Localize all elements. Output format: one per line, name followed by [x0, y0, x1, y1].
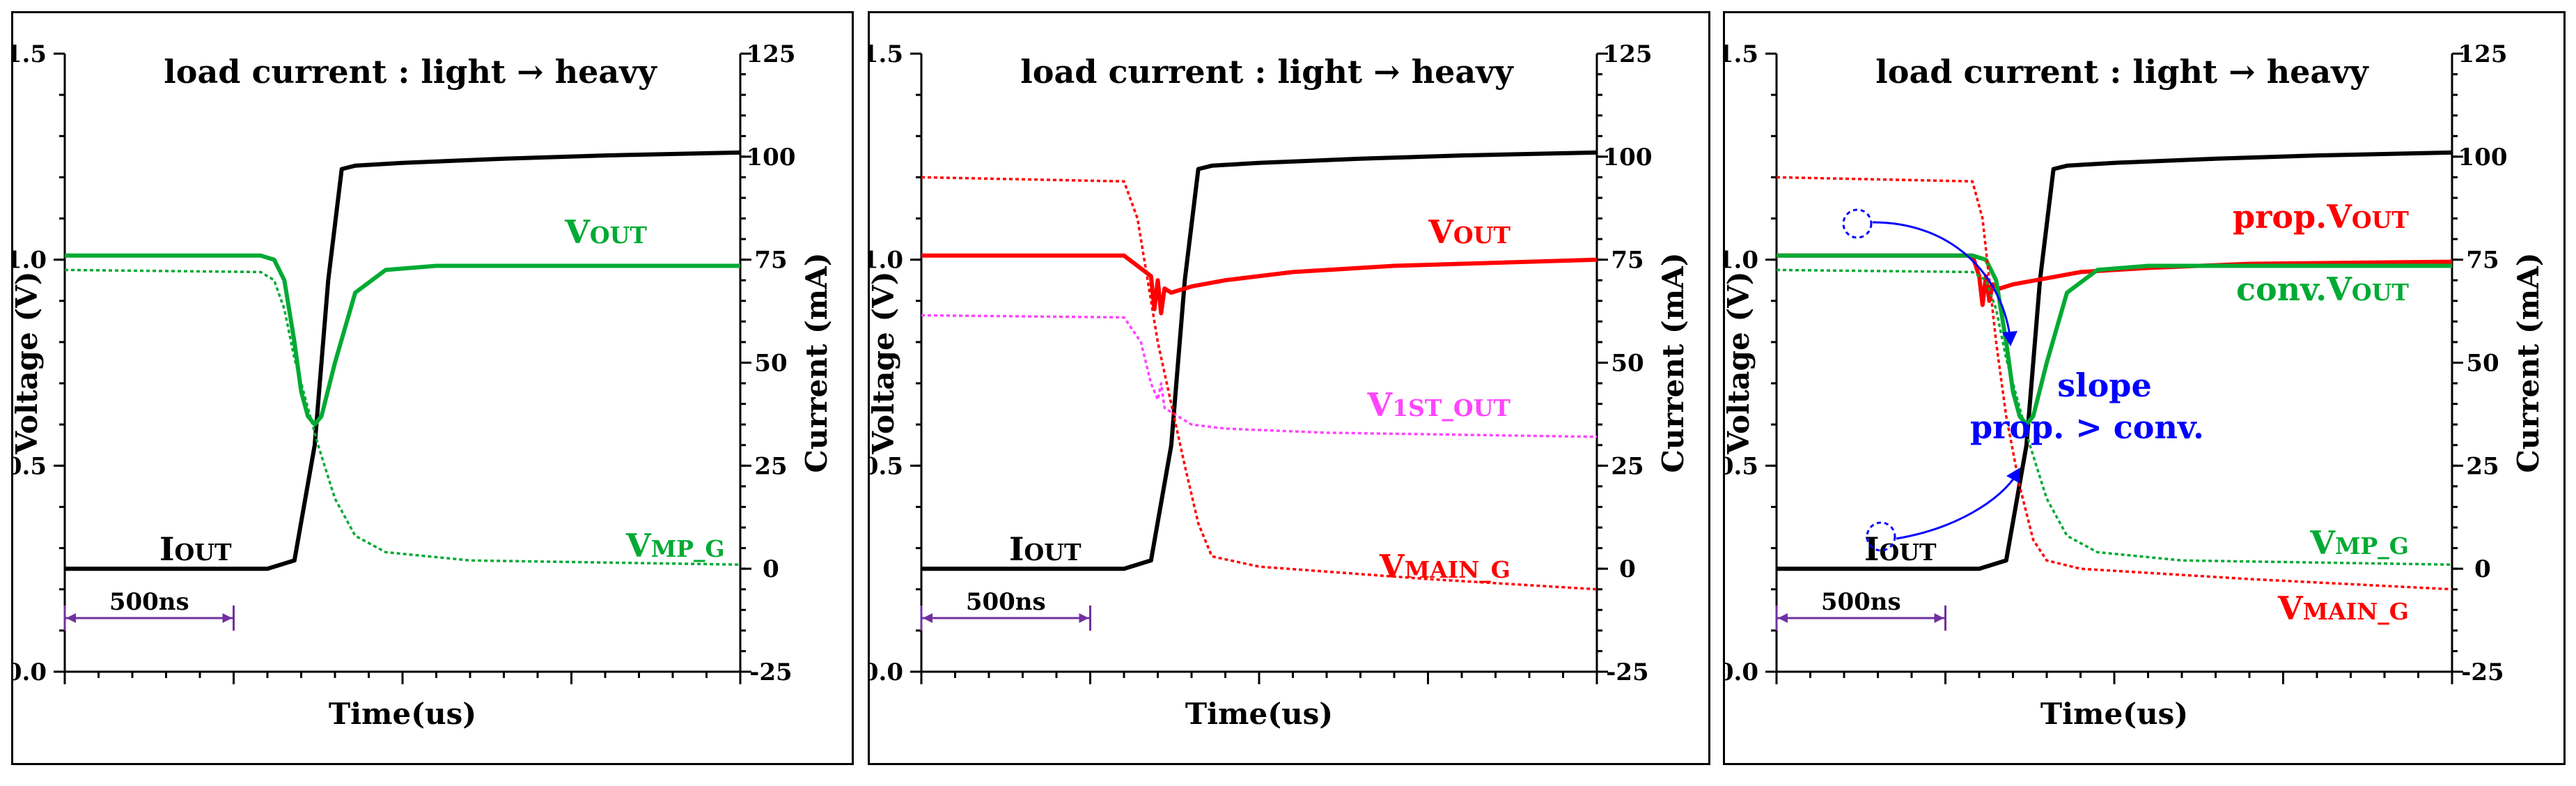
annotation-arrow-curve-2	[1896, 472, 2019, 540]
y-tick-label: 1.0	[1725, 247, 1758, 275]
y-tick-label: 0.0	[870, 658, 903, 686]
y2-tick-label: 25	[754, 452, 787, 480]
chart-panel-3: 0.0 0.5 1.0 1.5 -25 0 25 50 75 100 125 load current…	[1723, 11, 2566, 765]
y-tick-label: 1.0	[13, 247, 47, 275]
x-axis-label: Time(us)	[329, 697, 476, 731]
series-label-v1st_out: V1ST_OUT	[1366, 386, 1511, 424]
y2-tick-label: -25	[2461, 658, 2504, 686]
y2-tick-label: 50	[754, 350, 787, 378]
series-label-vmp_g: VMP_G	[2309, 524, 2409, 562]
series-label-vmp_g: VMP_G	[625, 527, 725, 564]
y-axis-label: Voltage (V)	[13, 271, 44, 454]
y-tick-label: 0.5	[1725, 452, 1758, 480]
annotation-arrowhead-1	[2002, 331, 2017, 346]
y2-tick-label: 25	[1611, 452, 1644, 480]
series-label-vmain_g: VMAIN_G	[1379, 548, 1511, 585]
scale-bar-arrow-right	[1934, 613, 1944, 623]
annotation-arrow-curve-1	[1872, 221, 2012, 341]
scale-bar-arrow-left	[66, 613, 76, 623]
series-line-vmp_g	[1776, 268, 2453, 567]
y2-tick-label: 75	[1611, 247, 1644, 275]
y2-axis-label: Current (mA)	[2511, 252, 2545, 472]
y2-tick-label: 100	[2458, 144, 2508, 171]
y2-tick-label: 50	[1611, 350, 1644, 378]
series-line-vmp_g	[64, 268, 741, 567]
series-line-vmain_g	[1776, 176, 2453, 591]
y-axis-label: Voltage (V)	[870, 271, 900, 454]
series-line-vout	[65, 253, 740, 427]
scale-bar-label: 500ns	[109, 588, 189, 616]
series-label-iout: IOUT	[1864, 530, 1937, 568]
chart-panel-2: 0.0 0.5 1.0 1.5 -25 0 25 50 75 100 125 load current…	[868, 11, 1710, 765]
series-label-iout: IOUT	[159, 530, 232, 568]
dashed-circle-marker-2	[1866, 521, 1896, 552]
chart-svg-2: 0.0 0.5 1.0 1.5 -25 0 25 50 75 100 125 load current…	[870, 40, 1690, 731]
series-label-vout: VOUT	[1428, 213, 1511, 251]
y2-tick-label: 0	[1619, 555, 1636, 583]
scale-bar-label: 500ns	[1821, 588, 1901, 616]
y-tick-label: 0.0	[1725, 658, 1758, 686]
series-line-v1st_out	[921, 314, 1598, 438]
y-axis-label: Voltage (V)	[1725, 271, 1756, 454]
series-line-iout	[1777, 150, 2453, 571]
chart-title: load current : light → heavy	[1875, 53, 2369, 91]
scale-bar-arrow-left	[1778, 613, 1788, 623]
series-line-iout	[921, 150, 1598, 571]
y2-tick-label: 0	[763, 555, 779, 583]
chart-svg-3: 0.0 0.5 1.0 1.5 -25 0 25 50 75 100 125 load current…	[1725, 40, 2545, 731]
y2-tick-label: 125	[1603, 40, 1653, 68]
y-tick-label: 0.5	[13, 452, 47, 480]
y2-tick-label: 125	[747, 40, 796, 68]
series-line-vmain_g	[921, 176, 1598, 591]
y-tick-label: 1.5	[1725, 40, 1758, 68]
scale-bar-label: 500ns	[966, 588, 1046, 616]
scale-bar-arrow-right	[1079, 613, 1089, 623]
y-tick-label: 1.0	[870, 247, 903, 275]
series-line-convvout	[1777, 253, 2452, 427]
y2-tick-label: 75	[2466, 247, 2499, 275]
y-tick-label: 0.0	[13, 658, 47, 686]
y2-tick-label: 50	[2466, 350, 2499, 378]
series-line-vout	[921, 253, 1598, 316]
y2-axis-label: Current (mA)	[1656, 252, 1690, 472]
y2-tick-label: -25	[749, 658, 792, 686]
annotation-text: slope	[2057, 367, 2151, 404]
annotation-arrowhead-2	[2006, 468, 2020, 483]
y2-tick-label: 25	[2466, 452, 2499, 480]
y2-tick-label: -25	[1606, 658, 1648, 686]
x-axis-label: Time(us)	[2040, 697, 2188, 731]
scale-bar-arrow-left	[923, 613, 932, 623]
chart-title: load current : light → heavy	[1020, 53, 1514, 91]
series-label-vmain_g: VMAIN_G	[2277, 590, 2409, 627]
series-line-iout	[65, 150, 741, 571]
chart-title: load current : light → heavy	[164, 53, 657, 91]
y-tick-label: 1.5	[13, 40, 47, 68]
y2-tick-label: 100	[1603, 144, 1653, 171]
y2-axis-label: Current (mA)	[799, 252, 834, 472]
chart-svg-1: 0.0 0.5 1.0 1.5 -25 0 25 50 75 100 125 load current…	[13, 40, 834, 731]
series-label-propvout: prop.VOUT	[2233, 198, 2409, 236]
chart-panel-1: 0.0 0.5 1.0 1.5 -25 0 25 50 75 100 125 load current…	[11, 11, 854, 765]
y2-tick-label: 0	[2474, 555, 2491, 583]
y2-tick-label: 100	[747, 144, 796, 171]
scale-bar-arrow-right	[222, 613, 233, 623]
dashed-circle-marker-1	[1842, 208, 1873, 239]
series-label-convvout: conv.VOUT	[2236, 270, 2409, 308]
series-label-iout: IOUT	[1009, 530, 1082, 568]
y2-tick-label: 125	[2458, 40, 2508, 68]
y2-tick-label: 75	[754, 247, 787, 275]
annotation-text: prop. > conv.	[1970, 408, 2204, 446]
y-tick-label: 1.5	[870, 40, 903, 68]
series-label-vout: VOUT	[564, 213, 647, 251]
y-tick-label: 0.5	[870, 452, 903, 480]
x-axis-label: Time(us)	[1185, 697, 1333, 731]
